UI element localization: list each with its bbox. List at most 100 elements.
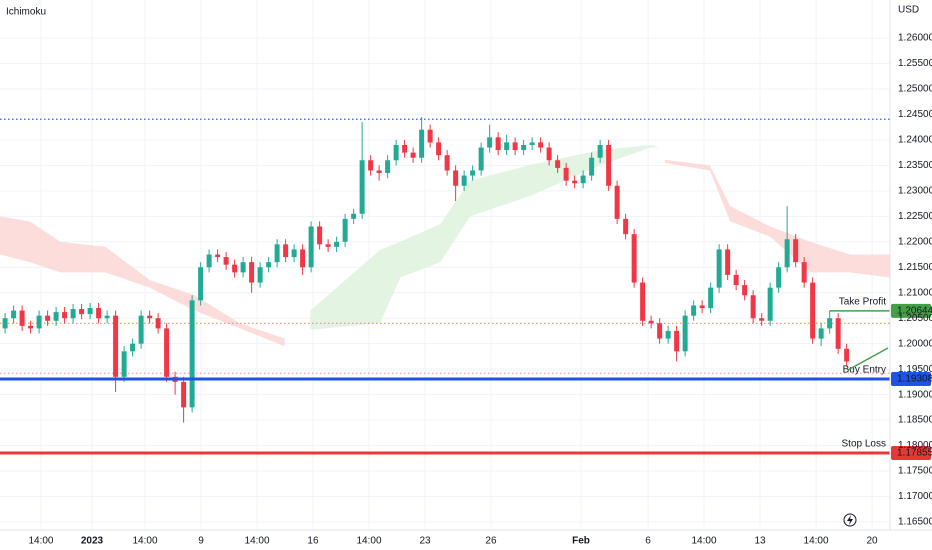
candle-body bbox=[810, 282, 816, 339]
candle-body bbox=[691, 305, 697, 316]
candle-body bbox=[223, 257, 229, 265]
x-tick-label: 23 bbox=[419, 536, 431, 547]
candle-body bbox=[342, 218, 348, 242]
candle-body bbox=[96, 308, 102, 319]
candle-body bbox=[444, 155, 450, 171]
candle-body bbox=[215, 254, 221, 258]
candle-body bbox=[776, 267, 782, 288]
y-tick-label: 1.23000 bbox=[898, 185, 932, 196]
candle-body bbox=[113, 315, 119, 377]
candle-body bbox=[28, 325, 34, 329]
y-tick-label: 1.22000 bbox=[898, 236, 932, 247]
candle-body bbox=[53, 312, 59, 321]
candle-body bbox=[546, 147, 552, 161]
candle-body bbox=[699, 305, 705, 309]
candle-body bbox=[648, 320, 654, 324]
candle-body bbox=[835, 318, 841, 349]
candle-body bbox=[716, 249, 722, 288]
price-label-box bbox=[891, 445, 931, 460]
axes: 1.16500 1.17000 1.17500 1.18000 1.18500 1.190… bbox=[28, 33, 932, 547]
indicator-title: Ichimoku bbox=[6, 7, 46, 18]
arrow bbox=[847, 347, 889, 371]
candle-body bbox=[708, 287, 714, 309]
candle-body bbox=[674, 330, 680, 352]
candle-body bbox=[572, 180, 578, 184]
price-label: 1.17855 bbox=[897, 448, 932, 459]
x-tick-label: 9 bbox=[198, 536, 204, 547]
candle-body bbox=[368, 160, 374, 171]
y-tick-label: 1.18000 bbox=[898, 440, 932, 451]
candle-body bbox=[461, 175, 467, 186]
y-tick-label: 1.24500 bbox=[898, 109, 932, 120]
candle-body bbox=[402, 144, 408, 153]
candle-body bbox=[631, 234, 637, 283]
candle-body bbox=[70, 309, 76, 319]
candle-body bbox=[495, 137, 501, 151]
y-tick-label: 1.21000 bbox=[898, 287, 932, 298]
candle-body bbox=[529, 142, 535, 145]
x-tick-label: 14:00 bbox=[245, 536, 270, 547]
candle-body bbox=[682, 315, 688, 352]
candle-body bbox=[385, 160, 391, 174]
clouds bbox=[0, 144, 890, 347]
candle-body bbox=[844, 348, 850, 362]
candle-body bbox=[504, 142, 510, 151]
candle-body bbox=[512, 142, 518, 151]
candle-body bbox=[376, 170, 382, 174]
candle-body bbox=[206, 254, 212, 268]
price-label: 1.20644 bbox=[897, 306, 932, 317]
y-tick-label: 1.22500 bbox=[898, 211, 932, 222]
candle-body bbox=[19, 310, 25, 326]
candle-body bbox=[198, 267, 204, 301]
candle-body bbox=[393, 144, 399, 161]
cloud bbox=[664, 159, 890, 278]
candle-body bbox=[240, 262, 246, 273]
candle-body bbox=[317, 226, 323, 245]
candle-body bbox=[138, 315, 144, 344]
candle-body bbox=[427, 129, 433, 143]
y-tick-label: 1.26000 bbox=[898, 33, 932, 44]
candle-body bbox=[410, 152, 416, 158]
x-tick-label: 14:00 bbox=[691, 536, 716, 547]
candle-body bbox=[308, 226, 314, 268]
y-tick-label: 1.18500 bbox=[898, 415, 932, 426]
candle-body bbox=[359, 160, 365, 214]
candle-body bbox=[767, 287, 773, 321]
price-label-box bbox=[891, 371, 931, 386]
currency-label: USD bbox=[898, 5, 919, 16]
candle-body bbox=[130, 343, 136, 352]
candle-body bbox=[181, 381, 187, 408]
icon bbox=[843, 513, 857, 527]
price-label-box bbox=[891, 303, 931, 318]
level-name: Take Profit bbox=[839, 297, 886, 308]
candle-body bbox=[623, 218, 629, 235]
x-tick-label: 14:00 bbox=[133, 536, 158, 547]
candle-body bbox=[249, 262, 255, 283]
y-tick-label: 1.19500 bbox=[898, 364, 932, 375]
candle-body bbox=[147, 315, 153, 319]
candle-body bbox=[742, 285, 748, 296]
candle-body bbox=[818, 328, 824, 339]
lines bbox=[0, 118, 890, 374]
candle-body bbox=[325, 244, 331, 247]
candle-body bbox=[640, 282, 646, 321]
candle-body bbox=[784, 239, 790, 268]
y-tick-label: 1.25500 bbox=[898, 58, 932, 69]
candle-body bbox=[580, 175, 586, 184]
candle-body bbox=[827, 318, 833, 329]
candle-body bbox=[665, 330, 671, 339]
level-name: Buy Entry bbox=[843, 365, 886, 376]
candle-body bbox=[487, 137, 493, 148]
x-tick-label: 13 bbox=[754, 536, 766, 547]
candle-body bbox=[155, 318, 161, 329]
candle-body bbox=[563, 167, 569, 181]
y-tick-label: 1.16500 bbox=[898, 517, 932, 528]
y-tick-label: 1.19000 bbox=[898, 389, 932, 400]
x-tick-label: Feb bbox=[572, 536, 590, 547]
x-tick-label: 16 bbox=[307, 536, 319, 547]
candle-body bbox=[334, 241, 340, 247]
candle-body bbox=[87, 308, 93, 315]
candle-body bbox=[793, 239, 799, 263]
candle-body bbox=[555, 160, 561, 168]
x-tick-label: 2023 bbox=[81, 536, 104, 547]
